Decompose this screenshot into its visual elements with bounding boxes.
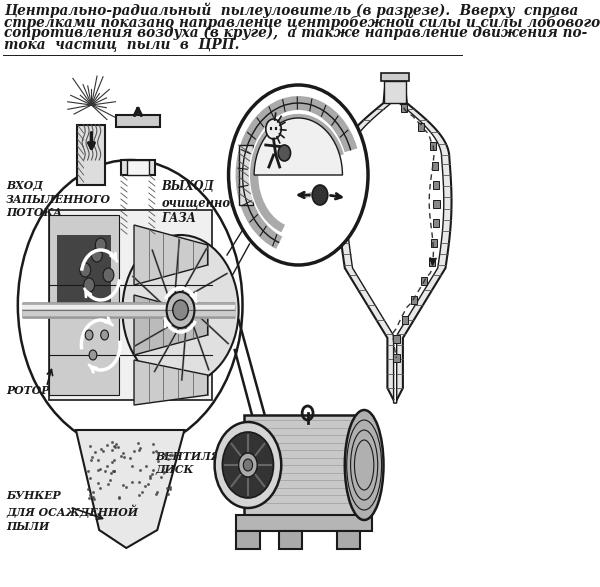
Bar [431, 238, 437, 247]
Circle shape [89, 350, 97, 360]
Bar [394, 354, 400, 362]
Bar [244, 415, 364, 515]
Bar [433, 200, 440, 208]
Circle shape [173, 300, 188, 320]
Polygon shape [347, 78, 444, 403]
Wedge shape [249, 111, 345, 235]
Circle shape [122, 235, 239, 385]
Polygon shape [134, 360, 208, 405]
Bar [121, 160, 155, 175]
Bar [381, 73, 409, 81]
Text: ВХОД
ЗАПЫЛЕННОГО
ПОТОКА: ВХОД ЗАПЫЛЕННОГО ПОТОКА [6, 180, 111, 218]
Bar [418, 123, 424, 131]
Polygon shape [76, 430, 184, 548]
Bar [401, 104, 407, 112]
Circle shape [91, 248, 102, 262]
Bar [49, 210, 212, 400]
Circle shape [83, 278, 95, 292]
Bar [384, 81, 406, 103]
Text: тока  частиц  пыли  в  ЦРП.: тока частиц пыли в ЦРП. [4, 38, 239, 52]
Bar [236, 515, 372, 531]
Bar [239, 145, 253, 205]
Bar [279, 531, 302, 549]
Circle shape [167, 292, 194, 328]
Bar [56, 235, 111, 310]
Polygon shape [339, 78, 452, 403]
Polygon shape [134, 225, 208, 285]
Circle shape [85, 330, 93, 340]
Bar [394, 335, 400, 343]
Bar [421, 277, 427, 285]
Polygon shape [134, 295, 208, 355]
Text: стрелками показано направление центробежной силы и силы лобового: стрелками показано направление центробеж… [4, 14, 600, 29]
Bar [433, 181, 439, 189]
Bar [49, 215, 119, 395]
Bar [429, 258, 435, 266]
Ellipse shape [345, 410, 383, 520]
Bar [127, 160, 149, 175]
Text: РОТОР: РОТОР [6, 385, 50, 396]
Text: ВЫХОД
очищенного
ГАЗА: ВЫХОД очищенного ГАЗА [161, 180, 244, 225]
Circle shape [215, 422, 281, 508]
Circle shape [278, 145, 290, 161]
Text: Центрально-радиальный  пылеуловитель (в разрезе).  Вверху  справа: Центрально-радиальный пылеуловитель (в р… [4, 2, 578, 18]
Bar [77, 125, 106, 185]
Circle shape [103, 268, 114, 282]
Text: ВЕНТИЛЯЦИОННЫЙ
ДИСК: ВЕНТИЛЯЦИОННЫЙ ДИСК [155, 448, 295, 475]
Bar [433, 220, 439, 227]
Bar [430, 143, 436, 150]
Bar [401, 316, 408, 323]
Circle shape [95, 238, 106, 252]
Circle shape [80, 263, 91, 277]
Bar [337, 531, 360, 549]
Circle shape [312, 185, 328, 205]
Wedge shape [254, 118, 343, 175]
Bar [236, 531, 260, 549]
Bar [116, 115, 160, 127]
Circle shape [239, 453, 257, 477]
Circle shape [101, 330, 109, 340]
Circle shape [18, 160, 242, 450]
Bar [411, 296, 418, 304]
Circle shape [266, 119, 281, 139]
Text: БУНКЕР
ДЛЯ ОСАЖДЕННОЙ
ПЫЛИ: БУНКЕР ДЛЯ ОСАЖДЕННОЙ ПЫЛИ [6, 490, 138, 532]
Circle shape [229, 85, 368, 265]
Circle shape [243, 459, 253, 471]
Bar [432, 161, 438, 170]
Circle shape [223, 432, 274, 498]
Text: сопротивления воздуха (в круге),  а также направление движения по-: сопротивления воздуха (в круге), а также… [4, 26, 587, 41]
